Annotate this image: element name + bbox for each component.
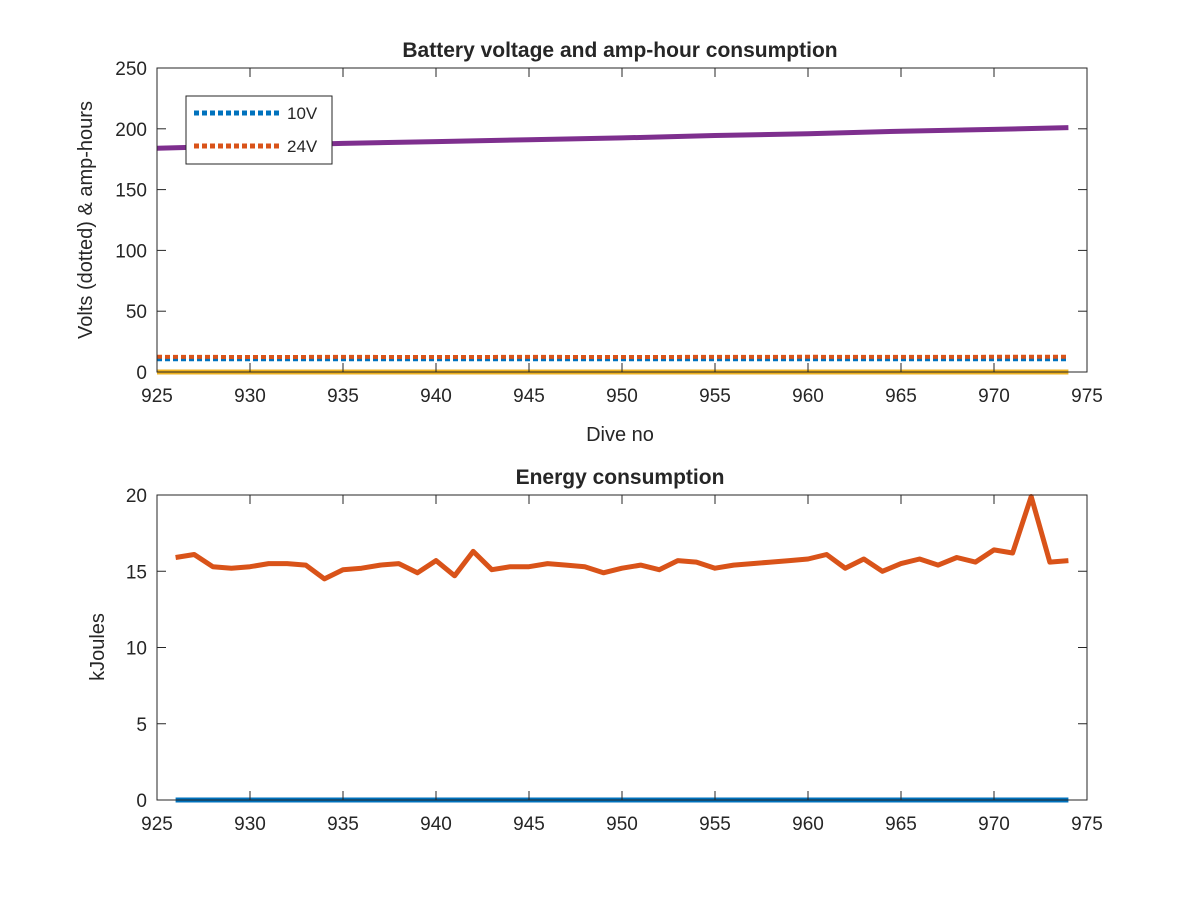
x-tick-label: 955: [699, 814, 731, 835]
legend-label-10v: 10V: [287, 104, 318, 123]
y-tick-label: 15: [126, 562, 147, 583]
x-tick-label: 975: [1071, 814, 1103, 835]
x-tick-label: 965: [885, 386, 917, 407]
x-tick-label: 950: [606, 814, 638, 835]
y-tick-label: 200: [115, 120, 147, 141]
x-tick-label: 970: [978, 386, 1010, 407]
x-tick-label: 935: [327, 386, 359, 407]
plot-area-frame: [156, 494, 1088, 801]
x-axis-label: Dive no: [586, 424, 654, 446]
energy-panel: Energy consumption 925 930 935 940 945 950 955…: [87, 466, 1103, 835]
y-tick-label: 50: [126, 302, 147, 323]
legend-label-24v: 24V: [287, 137, 318, 156]
chart-title: Battery voltage and amp-hour consumption: [402, 39, 837, 62]
x-tick-label: 925: [141, 386, 173, 407]
x-tick-label: 945: [513, 386, 545, 407]
battery-ticks: 925 930 935 940 945 950 955 960 965 970 975 0 50 100 1…: [115, 59, 1103, 407]
y-tick-label: 150: [115, 181, 147, 202]
battery-panel: Battery voltage and amp-hour consumption…: [75, 39, 1103, 446]
legend: 10V 24V: [185, 95, 333, 165]
y-tick-label: 250: [115, 59, 147, 80]
x-tick-label: 940: [420, 386, 452, 407]
x-tick-label: 930: [234, 386, 266, 407]
y-tick-label: 0: [136, 363, 147, 384]
energy-ticks: 925 930 935 940 945 950 955 960 965 970 975 0 5 10 15 2…: [126, 486, 1103, 835]
y-tick-label: 0: [136, 791, 147, 812]
x-tick-label: 945: [513, 814, 545, 835]
energy-series: [175, 494, 1069, 803]
y-tick-label: 100: [115, 241, 147, 262]
x-tick-label: 975: [1071, 386, 1103, 407]
y-axis-label: Volts (dotted) & amp-hours: [75, 101, 97, 339]
x-tick-label: 925: [141, 814, 173, 835]
y-tick-label: 20: [126, 486, 147, 507]
legend-box: [185, 95, 333, 165]
x-tick-label: 940: [420, 814, 452, 835]
x-tick-label: 970: [978, 814, 1010, 835]
x-tick-label: 965: [885, 814, 917, 835]
x-tick-label: 930: [234, 814, 266, 835]
x-tick-label: 960: [792, 814, 824, 835]
x-tick-label: 950: [606, 386, 638, 407]
x-tick-label: 960: [792, 386, 824, 407]
y-tick-label: 10: [126, 639, 147, 660]
x-tick-label: 955: [699, 386, 731, 407]
y-tick-label: 5: [136, 715, 147, 736]
series-line-2: [175, 494, 1069, 582]
chart-title: Energy consumption: [516, 466, 725, 489]
y-axis-label: kJoules: [87, 613, 109, 681]
x-tick-label: 935: [327, 814, 359, 835]
